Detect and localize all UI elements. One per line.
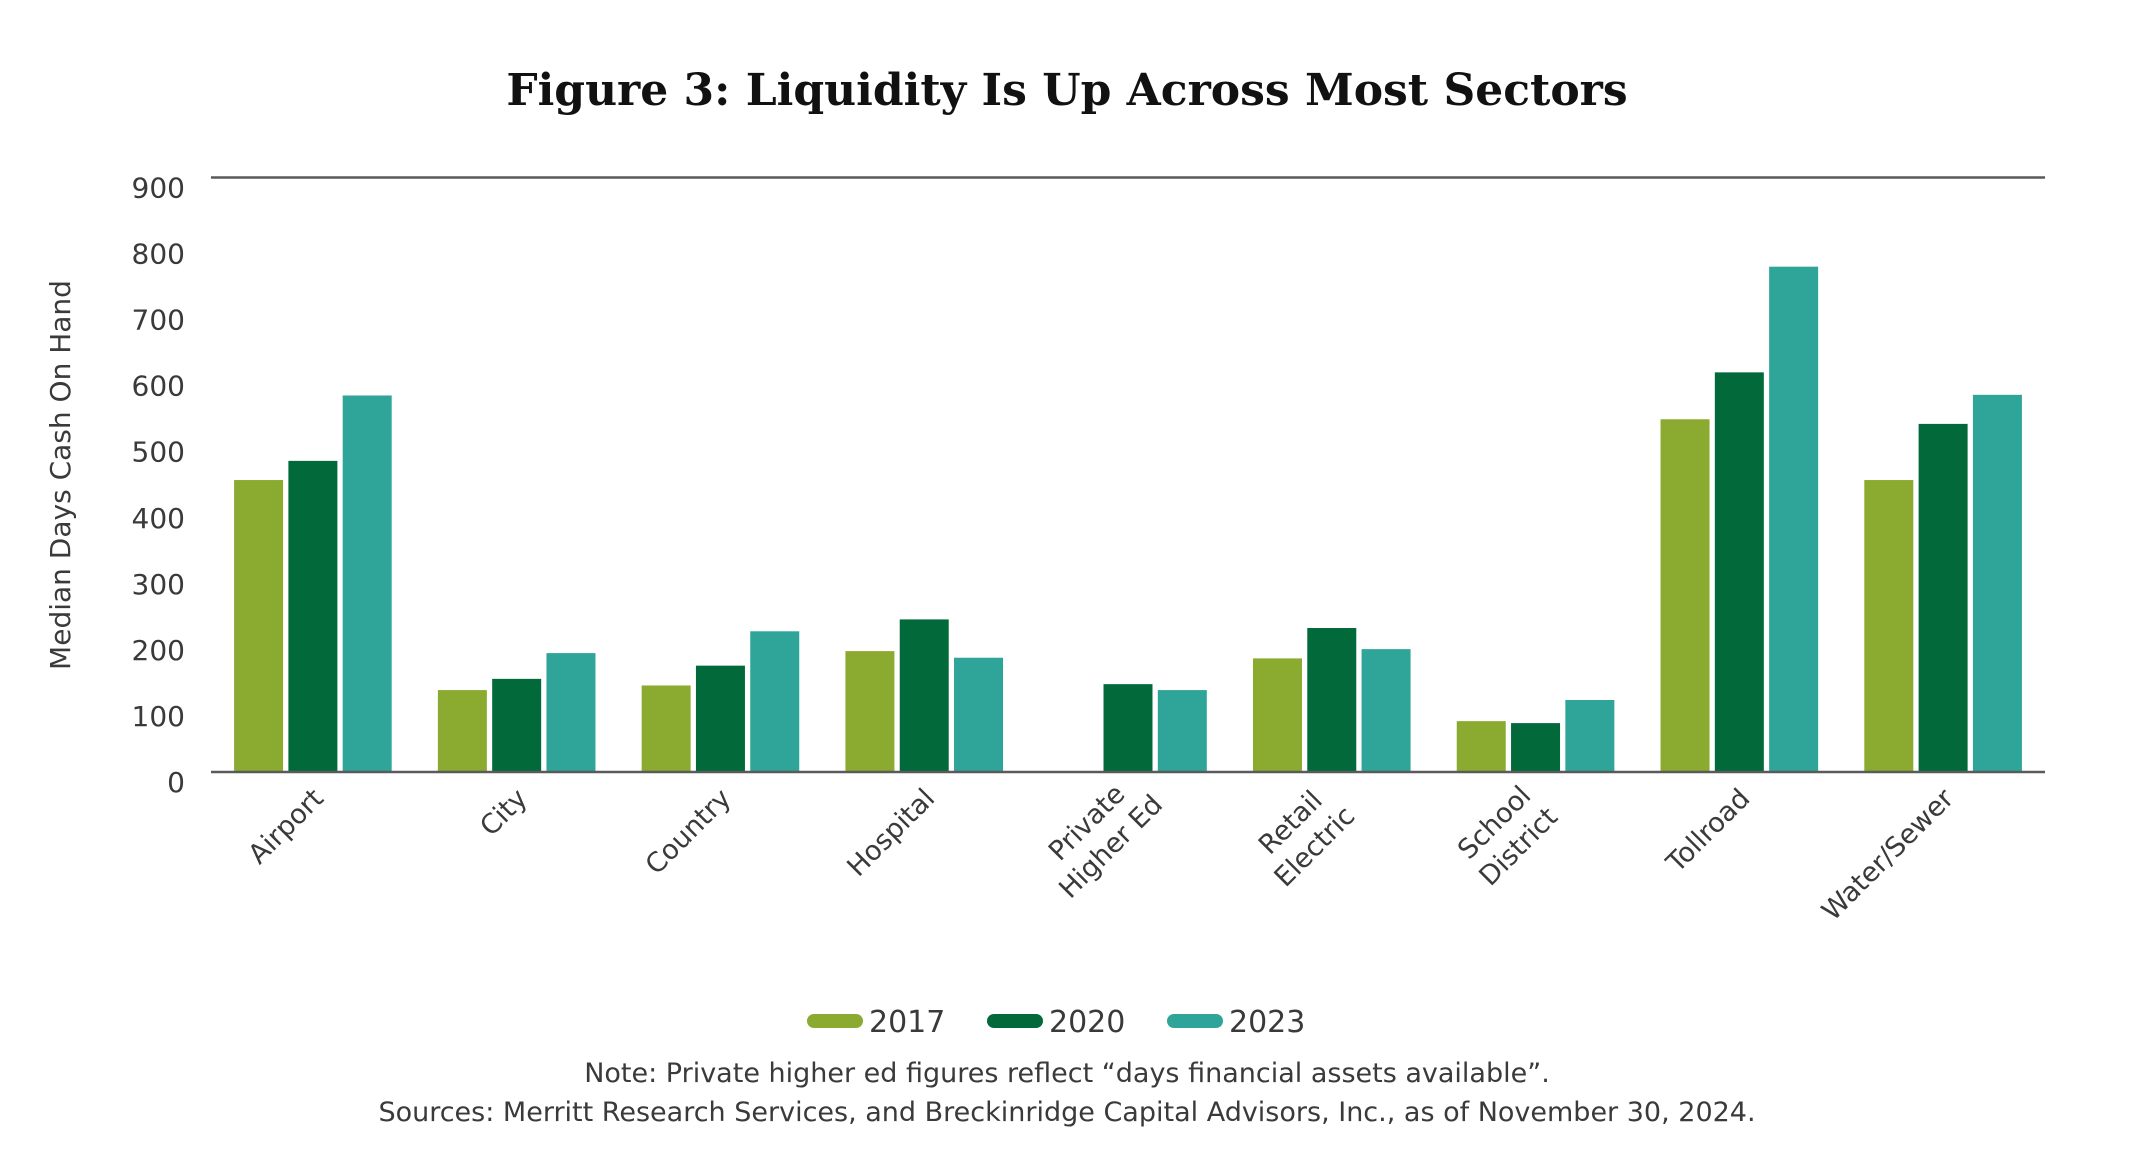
bar-2023-water-sewer — [1972, 394, 2022, 772]
y-tick-label: 100 — [132, 700, 185, 733]
bars — [234, 266, 2022, 772]
x-tick-label: City — [474, 783, 533, 842]
bar-2023-retail-electric — [1361, 649, 1411, 772]
x-tick-label: Water/Sewer — [1816, 782, 1961, 927]
x-tick-label: SchoolDistrict — [1449, 778, 1564, 893]
y-tick-label: 200 — [132, 634, 185, 667]
y-tick-label: 400 — [132, 502, 185, 535]
x-tick-label: RetailElectric — [1245, 777, 1362, 894]
bar-2020-private-higher-ed — [1103, 684, 1153, 772]
legend: 2017 2020 2023 — [807, 1005, 1305, 1040]
bar-2023-airport — [342, 395, 392, 772]
x-tick-label: PrivateHigher Ed — [1029, 765, 1169, 905]
footnote: Note: Private higher ed figures reflect … — [584, 1058, 1550, 1089]
y-tick-label: 0 — [167, 766, 185, 799]
bar-2017-school-district — [1456, 721, 1506, 772]
bar-2020-retail-electric — [1307, 627, 1357, 772]
x-tick-label: Country — [640, 783, 738, 881]
bar-2017-water-sewer — [1864, 480, 1914, 772]
bar-2020-school-district — [1511, 723, 1561, 772]
bar-2023-hospital — [954, 657, 1004, 772]
bar-2020-tollroad — [1714, 372, 1764, 772]
bar-2023-tollroad — [1769, 266, 1819, 772]
y-axis-label: Median Days Cash On Hand — [44, 280, 77, 670]
bar-2023-country — [750, 631, 800, 772]
y-tick-label: 500 — [132, 436, 185, 469]
y-tick-label: 800 — [132, 238, 185, 271]
legend-swatch-2017 — [807, 1014, 863, 1028]
bar-2017-airport — [234, 480, 284, 772]
x-tick-label: Hospital — [841, 783, 941, 883]
bar-2017-hospital — [845, 651, 895, 772]
x-tick-label: Tollroad — [1660, 783, 1756, 879]
bar-2017-retail-electric — [1252, 658, 1302, 772]
bar-2020-airport — [288, 460, 338, 772]
y-tick-label: 700 — [132, 304, 185, 337]
legend-swatch-2023 — [1167, 1014, 1223, 1028]
legend-label-2017: 2017 — [869, 1005, 945, 1040]
y-tick-label: 600 — [132, 370, 185, 403]
legend-label-2023: 2023 — [1229, 1005, 1305, 1040]
x-axis-labels: Airport City Country Hospital PrivateHigher … — [243, 765, 1961, 927]
bar-2023-city — [546, 653, 596, 772]
y-tick-label: 900 — [132, 172, 185, 205]
bar-2020-water-sewer — [1918, 423, 1968, 772]
bar-2017-city — [437, 690, 487, 772]
bar-2023-school-district — [1565, 699, 1615, 772]
bar-2020-hospital — [899, 619, 949, 772]
bar-2020-country — [695, 665, 745, 772]
y-axis-ticks: 0 100 200 300 400 500 600 700 800 900 — [132, 172, 185, 800]
bar-2020-city — [492, 678, 542, 772]
bar-2023-private-higher-ed — [1157, 690, 1207, 772]
y-tick-label: 300 — [132, 568, 185, 601]
chart-title: Figure 3: Liquidity Is Up Across Most Se… — [506, 65, 1627, 116]
sources-note: Sources: Merritt Research Services, and … — [378, 1097, 1755, 1128]
x-tick-label: Airport — [243, 783, 330, 870]
bar-2017-country — [641, 685, 691, 772]
legend-label-2020: 2020 — [1049, 1005, 1125, 1040]
bar-2017-tollroad — [1660, 419, 1710, 772]
legend-swatch-2020 — [987, 1014, 1043, 1028]
